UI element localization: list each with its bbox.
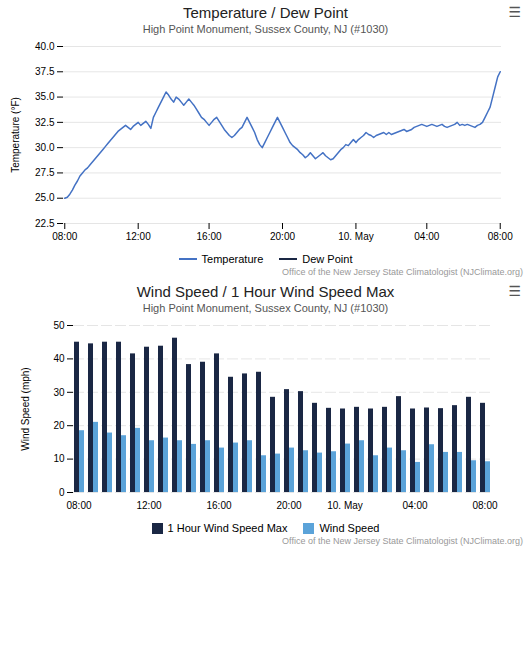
svg-text:Wind Speed (mph): Wind Speed (mph) [20,367,31,450]
svg-text:32.5: 32.5 [35,117,55,128]
svg-text:27.5: 27.5 [35,167,55,178]
svg-text:40.0: 40.0 [35,41,55,52]
html-text:Office of the New Jersey State: Office of the New Jersey State Climatolo… [282,536,523,546]
svg-text:04:00: 04:00 [414,231,439,242]
svg-text:12:00: 12:00 [136,500,161,511]
svg-text:08:00: 08:00 [488,231,513,242]
svg-text:Temperature (°F): Temperature (°F) [10,97,21,173]
svg-text:08:00: 08:00 [52,231,77,242]
svg-text:10. May: 10. May [327,500,363,511]
svg-text:04:00: 04:00 [402,500,427,511]
svg-text:30: 30 [53,387,65,398]
html-text:Wind Speed / 1 Hour Wind Speed: Wind Speed / 1 Hour Wind Speed Max [136,283,395,300]
html-text:1 Hour Wind Speed Max: 1 Hour Wind Speed Max [167,522,288,534]
svg-text:20:00: 20:00 [270,231,295,242]
svg-text:40: 40 [53,353,65,364]
svg-text:25.0: 25.0 [35,192,55,203]
html-text:Office of the New Jersey State: Office of the New Jersey State Climatolo… [282,267,523,277]
svg-text:22.5: 22.5 [35,218,55,229]
svg-text:12:00: 12:00 [126,231,151,242]
svg-text:50: 50 [53,320,65,331]
svg-text:0: 0 [59,487,65,498]
svg-text:35.0: 35.0 [35,91,55,102]
html-text:Dew Point: Dew Point [302,253,353,265]
svg-text:08:00: 08:00 [472,500,497,511]
html-text:Wind Speed: Wind Speed [319,522,380,534]
svg-text:37.5: 37.5 [35,66,55,77]
svg-text:16:00: 16:00 [197,231,222,242]
svg-text:16:00: 16:00 [206,500,231,511]
svg-text:20: 20 [53,420,65,431]
svg-text:08:00: 08:00 [66,500,91,511]
html-text:High Point Monument, Sussex Co: High Point Monument, Sussex County, NJ (… [142,23,389,35]
svg-text:20:00: 20:00 [276,500,301,511]
svg-text:10: 10 [53,453,65,464]
html-text:Temperature / Dew Point: Temperature / Dew Point [183,4,348,21]
html-text:Temperature: Temperature [201,253,264,265]
svg-text:30.0: 30.0 [35,142,55,153]
svg-text:10. May: 10. May [338,231,374,242]
html-text:High Point Monument, Sussex Co: High Point Monument, Sussex County, NJ (… [142,302,389,314]
